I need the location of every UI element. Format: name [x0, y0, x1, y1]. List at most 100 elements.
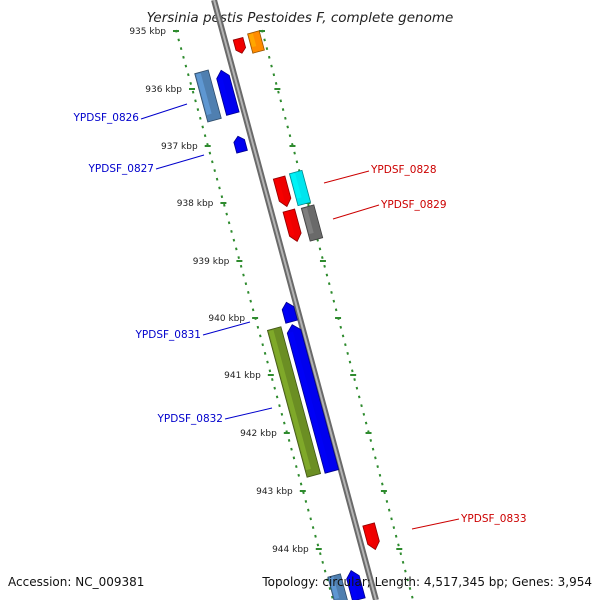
left-dot-track [175, 29, 334, 599]
tick-label: 940 kbp [208, 314, 245, 324]
tick-label: 936 kbp [145, 85, 182, 95]
track-dot [348, 360, 352, 364]
track-dot [270, 64, 273, 68]
track-dot [341, 334, 345, 338]
track-dot [239, 264, 243, 268]
track-dot [323, 569, 327, 573]
backbone-highlight [213, 0, 377, 600]
track-dot [327, 282, 331, 286]
track-dot [203, 134, 207, 138]
track-dot [390, 517, 393, 521]
gene-shine [234, 141, 242, 152]
track-dot [319, 552, 322, 556]
gene-red-938a [272, 175, 292, 208]
track-dot [387, 508, 391, 512]
gene-shine [248, 33, 257, 48]
gene-labels: YPDSF_0826 YPDSF_0827 YPDSF_0828 YPDSF_0829… [72, 103, 527, 530]
track-dot [177, 38, 180, 42]
track-dot [261, 343, 264, 347]
gene-ypdsf-0828 [288, 169, 312, 207]
track-dot [199, 116, 202, 120]
track-dot [263, 351, 267, 355]
track-dot [237, 256, 240, 260]
track-dot [184, 64, 188, 68]
track-dot [351, 369, 354, 373]
track-dot [311, 526, 315, 529]
track-dot [399, 552, 403, 556]
track-dot [371, 447, 375, 451]
track-dot [346, 351, 349, 355]
accession-label: Accession: NC_009381 [8, 575, 145, 589]
label-leader-line [140, 103, 188, 120]
track-dot [299, 482, 303, 486]
track-dot [355, 386, 359, 390]
track-dot [179, 47, 183, 51]
gene-label: YPDSF_0833 [460, 513, 527, 525]
track-dot [232, 238, 236, 242]
track-dot [201, 125, 204, 129]
track-dot [334, 308, 338, 312]
gene-shine [329, 576, 340, 600]
track-dot [247, 290, 250, 294]
track-dot [265, 47, 269, 51]
track-dot [406, 578, 409, 582]
gene-ypdsf-0831 [281, 301, 298, 324]
track-dot [187, 73, 190, 77]
track-dot [325, 273, 329, 277]
track-dot [392, 526, 396, 529]
track-dot [323, 264, 326, 268]
track-dot [326, 578, 329, 582]
gene-blue-944 [346, 569, 366, 600]
track-dot [292, 456, 296, 460]
gene-shine [284, 211, 295, 236]
track-dot [220, 195, 224, 199]
track-dot [360, 404, 363, 408]
strand-dot-tracks [175, 29, 414, 599]
track-dot [275, 395, 279, 399]
gene-shine [217, 77, 232, 115]
track-dot [268, 369, 272, 373]
track-dot [288, 134, 292, 138]
track-dot [230, 230, 233, 233]
track-dot [283, 421, 286, 425]
gene-body [247, 30, 265, 54]
track-dot [394, 534, 398, 538]
track-dot [290, 447, 293, 451]
track-dot [295, 465, 298, 469]
gene-shine [288, 331, 331, 472]
track-dot [331, 595, 334, 599]
track-dot [223, 203, 226, 207]
gene-ypdsf-0829 [282, 208, 302, 243]
track-dot [242, 273, 245, 277]
track-dot [277, 90, 280, 94]
track-dot [307, 508, 310, 512]
label-leader-line [155, 154, 205, 170]
track-dot [362, 412, 366, 416]
gene-shine [234, 39, 241, 50]
gene-shine [274, 178, 285, 202]
track-dot [316, 543, 320, 547]
track-dot [244, 282, 248, 286]
gene-ypdsf-0833 [362, 522, 380, 551]
right-dot-track [261, 29, 414, 599]
track-dot [376, 465, 379, 469]
track-dot [401, 560, 405, 564]
tick-label: 944 kbp [272, 545, 309, 555]
track-dot [278, 404, 281, 408]
track-dot [314, 534, 317, 538]
genome-summary: Topology: circular; Length: 4,517,345 bp… [262, 575, 592, 589]
track-dot [330, 290, 333, 294]
track-dot [249, 299, 252, 303]
track-dot [408, 587, 412, 590]
track-dot [194, 99, 197, 103]
gene-shine [347, 577, 358, 600]
track-dot [225, 212, 228, 216]
gene-steel-936 [194, 69, 222, 123]
tick-label: 939 kbp [193, 257, 230, 267]
gene-label: YPDSF_0828 [370, 164, 437, 176]
track-dot [182, 55, 185, 59]
track-dot [286, 125, 289, 129]
gene-features [194, 30, 380, 600]
gene-gray-938 [300, 204, 324, 242]
